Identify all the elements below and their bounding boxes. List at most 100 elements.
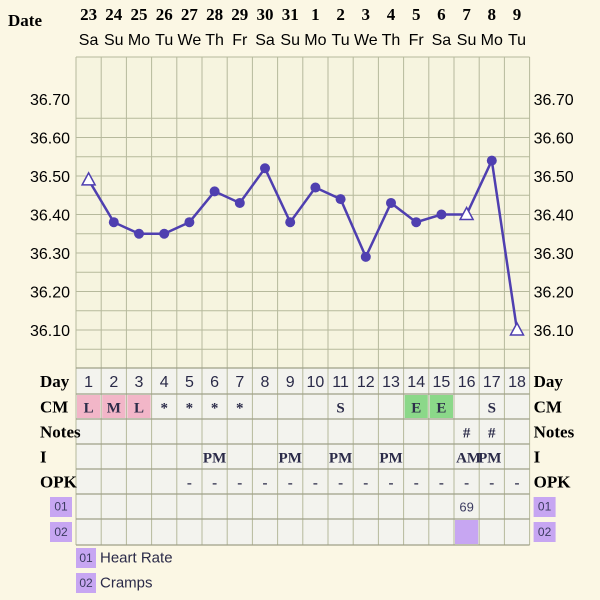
temperature-point [285,217,296,228]
custom-row-value: 69 [459,500,473,515]
intercourse-value: PM [279,451,302,467]
cycle-day: 10 [307,374,325,391]
y-tick-label-left: 36.60 [30,131,70,148]
date-label: 9 [513,5,522,24]
weekday-label: Sa [79,32,99,49]
row-label-right: Day [534,372,564,391]
weekday-label: Mo [481,32,503,49]
row-label-right: OPK [534,473,572,492]
y-tick-label-left: 36.20 [30,285,70,302]
row-label-left: OPK [40,473,78,492]
date-label: 4 [387,5,396,24]
legend-item-cramps: 02 Cramps [76,573,153,593]
temperature-point [411,217,422,228]
row-label-right: I [534,448,541,467]
date-label: 23 [80,5,97,24]
cycle-day: 7 [235,374,244,391]
temperature-point [486,155,497,166]
legend-item-heart-rate: 01 Heart Rate [76,548,173,568]
cycle-day: 2 [109,374,118,391]
opk-value: - [187,476,192,492]
date-header-label: Date [8,11,42,30]
date-label: 3 [362,5,371,24]
custom-row-code-left: 01 [54,500,68,514]
weekday-label: Su [280,32,300,49]
legend-label: Cramps [100,574,153,592]
intercourse-value: PM [203,451,226,467]
custom-row-code-box-left [50,497,72,517]
y-tick-label-right: 36.50 [534,169,574,186]
cm-cell-fill [127,395,151,418]
weekday-label: Tu [155,32,173,49]
row-label-left: I [40,448,47,467]
date-label: 27 [181,5,199,24]
cycle-day: 13 [382,374,400,391]
cm-value: S [336,401,344,417]
cm-cell-fill [102,395,126,418]
y-tick-label-left: 36.40 [30,208,70,225]
cm-value: S [488,401,496,417]
opk-value: - [363,476,368,492]
weekday-label: Th [382,32,401,49]
opk-value: - [389,476,394,492]
opk-value: - [414,476,419,492]
temperature-point-excluded [509,321,525,336]
y-tick-label-right: 36.70 [534,92,574,109]
date-label: 30 [257,5,274,24]
weekday-label: Mo [128,32,150,49]
cm-value: M [107,401,121,417]
intercourse-value: PM [478,451,501,467]
date-label: 26 [156,5,173,24]
cycle-day: 4 [160,374,169,391]
intercourse-value: PM [379,451,402,467]
weekday-label: Fr [232,32,248,49]
date-label: 7 [462,5,471,24]
temperature-point [386,197,396,208]
temperature-point [335,194,346,205]
weekday-label: Su [104,32,124,49]
temperature-point-excluded [80,171,97,186]
weekday-label: Sa [432,32,452,49]
cycle-day: 12 [357,374,375,391]
cm-cell-fill [429,395,453,418]
note-value: # [463,426,471,442]
y-tick-label-left: 36.10 [30,323,70,340]
intercourse-value: PM [329,451,352,467]
legend-label: Heart Rate [100,549,173,567]
date-label: 6 [437,5,446,24]
cm-value: E [411,401,421,417]
weekday-label: We [178,32,202,49]
cm-value: L [134,401,144,417]
cycle-day: 17 [483,374,501,391]
cm-value: * [236,401,244,417]
temperature-point [310,182,321,193]
row-label-right: CM [534,398,562,417]
y-tick-label-right: 36.40 [534,208,574,225]
date-label: 5 [412,5,421,24]
date-label: 29 [231,5,248,24]
row-label-right: Notes [534,423,575,442]
custom-row-code-box-right [533,497,556,517]
date-label: 25 [131,5,148,24]
legend-code: 02 [76,573,96,593]
opk-value: - [288,476,293,492]
cycle-day: 9 [286,374,295,391]
custom-row-code-right: 01 [538,500,552,514]
cycle-day: 6 [210,374,219,391]
cm-value: L [84,401,94,417]
opk-value: - [464,476,469,492]
cycle-day: 3 [135,374,144,391]
temperature-point [134,228,144,239]
weekday-label: Tu [508,32,526,49]
cycle-day: 11 [332,374,349,391]
custom-cell-fill [455,520,479,544]
cm-value: * [211,401,219,417]
weekday-label: Tu [332,32,350,49]
temperature-point [360,251,371,262]
temperature-point-excluded [458,205,475,221]
opk-value: - [439,476,444,492]
weekday-label: Fr [409,32,425,49]
opk-value: - [489,476,494,492]
cycle-day: 14 [407,374,425,391]
temperature-point [159,228,170,239]
